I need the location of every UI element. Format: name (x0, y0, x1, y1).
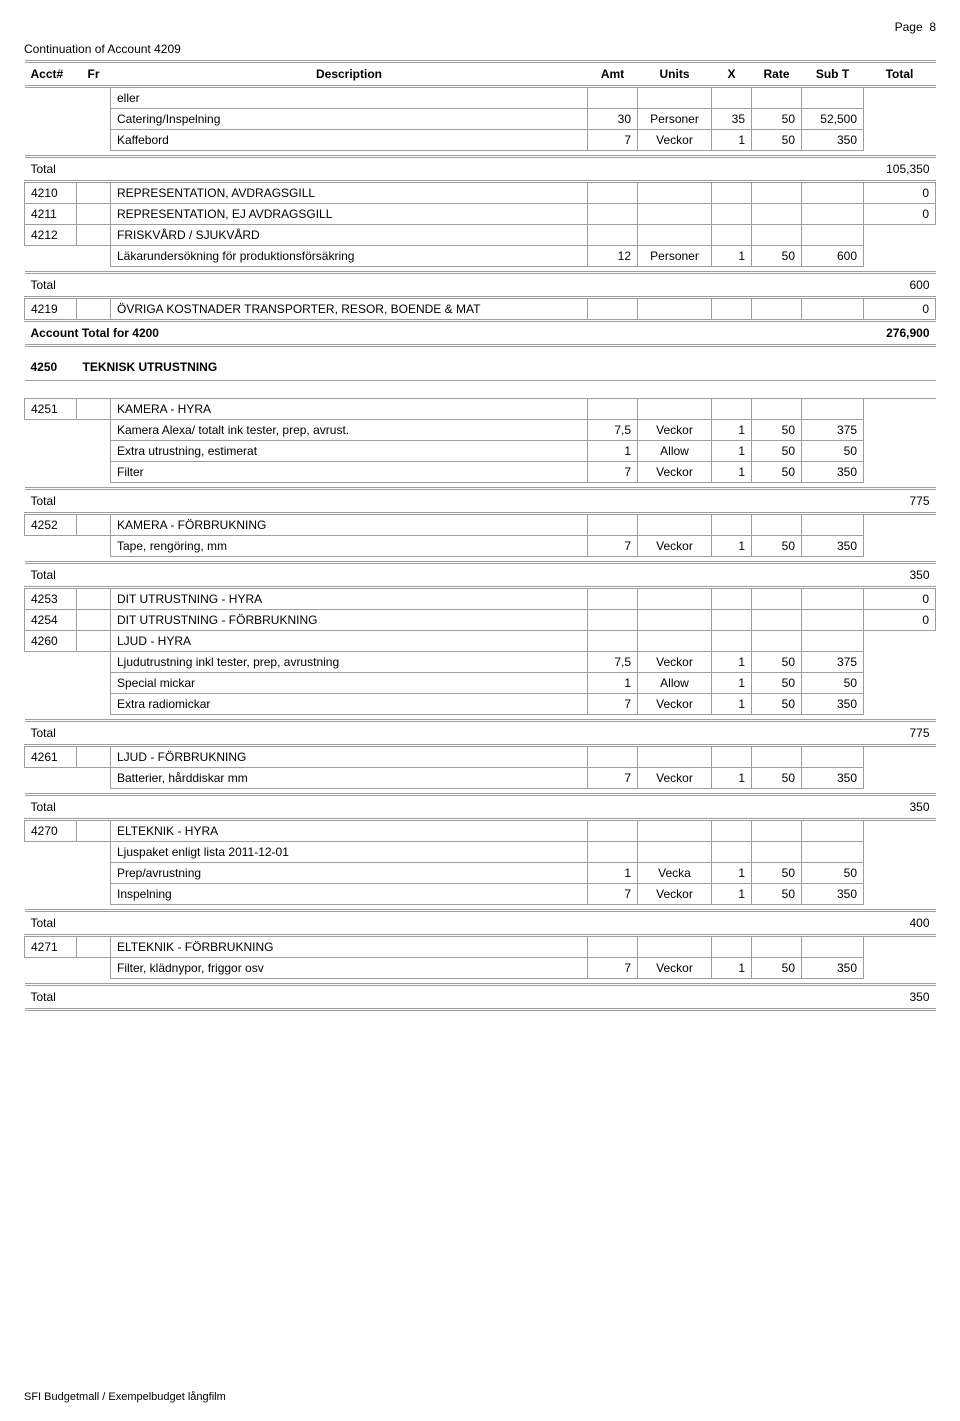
hdr-rate: Rate (752, 62, 802, 87)
x-cell: 1 (712, 246, 752, 267)
budget-table: Acct# Fr Description Amt Units X Rate Su… (24, 60, 936, 1011)
table-row: eller (25, 87, 936, 109)
table-row: Prep/avrustning 1 Vecka 1 50 50 (25, 862, 936, 883)
hdr-x: X (712, 62, 752, 87)
total-cell: 0 (864, 204, 936, 225)
table-row: Special mickar 1 Allow 1 50 50 (25, 672, 936, 693)
x-cell: 35 (712, 109, 752, 130)
section-header: 4250 TEKNISK UTRUSTNING (25, 352, 936, 381)
continuation-label: Continuation of Account 4209 (24, 42, 936, 56)
hdr-subt: Sub T (802, 62, 864, 87)
table-row: 4253 DIT UTRUSTNING - HYRA 0 (25, 587, 936, 609)
desc-cell: ÖVRIGA KOSTNADER TRANSPORTER, RESOR, BOE… (111, 298, 588, 321)
amt-cell: 12 (588, 246, 638, 267)
subtotal-row: Total 775 (25, 488, 936, 513)
subtotal-row: Total 400 (25, 910, 936, 935)
subtotal-row: Total 600 (25, 273, 936, 298)
table-row: Ljudutrustning inkl tester, prep, avrust… (25, 651, 936, 672)
subtotal-row: Total 350 (25, 794, 936, 819)
table-row: 4211 REPRESENTATION, EJ AVDRAGSGILL 0 (25, 204, 936, 225)
table-row: Inspelning 7 Veckor 1 50 350 (25, 883, 936, 904)
units-cell: Veckor (638, 130, 712, 151)
desc-cell: eller (111, 87, 588, 109)
desc-cell: Catering/Inspelning (111, 109, 588, 130)
amt-cell: 30 (588, 109, 638, 130)
amt-cell: 7 (588, 130, 638, 151)
subtotal-row: Total 350 (25, 984, 936, 1009)
section-acct: 4250 (25, 352, 77, 381)
table-row: Kamera Alexa/ totalt ink tester, prep, a… (25, 419, 936, 440)
table-row: 4260 LJUD - HYRA (25, 630, 936, 651)
desc-cell: REPRESENTATION, EJ AVDRAGSGILL (111, 204, 588, 225)
subt-cell: 350 (802, 130, 864, 151)
subtotal-row: Total 775 (25, 720, 936, 745)
hdr-fr: Fr (77, 62, 111, 87)
table-row: Batterier, hårddiskar mm 7 Veckor 1 50 3… (25, 767, 936, 788)
account-total-label: Account Total for 4200 (25, 321, 864, 346)
units-cell: Personer (638, 109, 712, 130)
hdr-desc: Description (111, 62, 588, 87)
table-row: 4212 FRISKVÅRD / SJUKVÅRD (25, 225, 936, 246)
total-label: Total (25, 273, 864, 298)
hdr-amt: Amt (588, 62, 638, 87)
table-header: Acct# Fr Description Amt Units X Rate Su… (25, 62, 936, 87)
table-row: Läkarundersökning för produktionsförsäkr… (25, 246, 936, 267)
total-cell: 0 (864, 298, 936, 321)
section-title: TEKNISK UTRUSTNING (77, 352, 936, 381)
units-cell: Personer (638, 246, 712, 267)
table-row: 4270 ELTEKNIK - HYRA (25, 819, 936, 841)
desc-cell: REPRESENTATION, AVDRAGSGILL (111, 182, 588, 204)
page-number: Page 8 (24, 20, 936, 34)
table-row: Catering/Inspelning 30 Personer 35 50 52… (25, 109, 936, 130)
subtotal-row: Total 350 (25, 562, 936, 587)
table-row: 4210 REPRESENTATION, AVDRAGSGILL 0 (25, 182, 936, 204)
rate-cell: 50 (752, 246, 802, 267)
table-row: Filter 7 Veckor 1 50 350 (25, 461, 936, 482)
table-row: Extra utrustning, estimerat 1 Allow 1 50… (25, 440, 936, 461)
table-row: Ljuspaket enligt lista 2011-12-01 (25, 841, 936, 862)
rate-cell: 50 (752, 109, 802, 130)
total-value: 600 (864, 273, 936, 298)
table-row: 4252 KAMERA - FÖRBRUKNING (25, 513, 936, 535)
acct-cell: 4211 (25, 204, 77, 225)
table-row: 4271 ELTEKNIK - FÖRBRUKNING (25, 935, 936, 957)
table-row: Tape, rengöring, mm 7 Veckor 1 50 350 (25, 535, 936, 556)
desc-cell: Läkarundersökning för produktionsförsäkr… (111, 246, 588, 267)
page-footer: SFI Budgetmall / Exempelbudget långfilm (24, 1391, 226, 1403)
rate-cell: 50 (752, 130, 802, 151)
desc-cell: FRISKVÅRD / SJUKVÅRD (111, 225, 588, 246)
acct-cell: 4212 (25, 225, 77, 246)
desc-cell: KAMERA - HYRA (111, 398, 588, 419)
acct-cell: 4251 (25, 398, 77, 419)
total-value: 105,350 (864, 157, 936, 182)
table-row: 4219 ÖVRIGA KOSTNADER TRANSPORTER, RESOR… (25, 298, 936, 321)
table-row: 4251 KAMERA - HYRA (25, 398, 936, 419)
total-cell: 0 (864, 182, 936, 204)
subtotal-row: Total 105,350 (25, 157, 936, 182)
acct-cell: 4210 (25, 182, 77, 204)
table-row: Extra radiomickar 7 Veckor 1 50 350 (25, 693, 936, 714)
hdr-units: Units (638, 62, 712, 87)
account-total-row: Account Total for 4200 276,900 (25, 321, 936, 346)
hdr-total: Total (864, 62, 936, 87)
account-total-value: 276,900 (864, 321, 936, 346)
table-row: Kaffebord 7 Veckor 1 50 350 (25, 130, 936, 151)
table-row: Filter, klädnypor, friggor osv 7 Veckor … (25, 957, 936, 978)
acct-cell: 4219 (25, 298, 77, 321)
desc-cell: Kaffebord (111, 130, 588, 151)
subt-cell: 52,500 (802, 109, 864, 130)
subt-cell: 600 (802, 246, 864, 267)
total-label: Total (25, 157, 864, 182)
hdr-acct: Acct# (25, 62, 77, 87)
table-row: 4254 DIT UTRUSTNING - FÖRBRUKNING 0 (25, 609, 936, 630)
table-row: 4261 LJUD - FÖRBRUKNING (25, 745, 936, 767)
x-cell: 1 (712, 130, 752, 151)
